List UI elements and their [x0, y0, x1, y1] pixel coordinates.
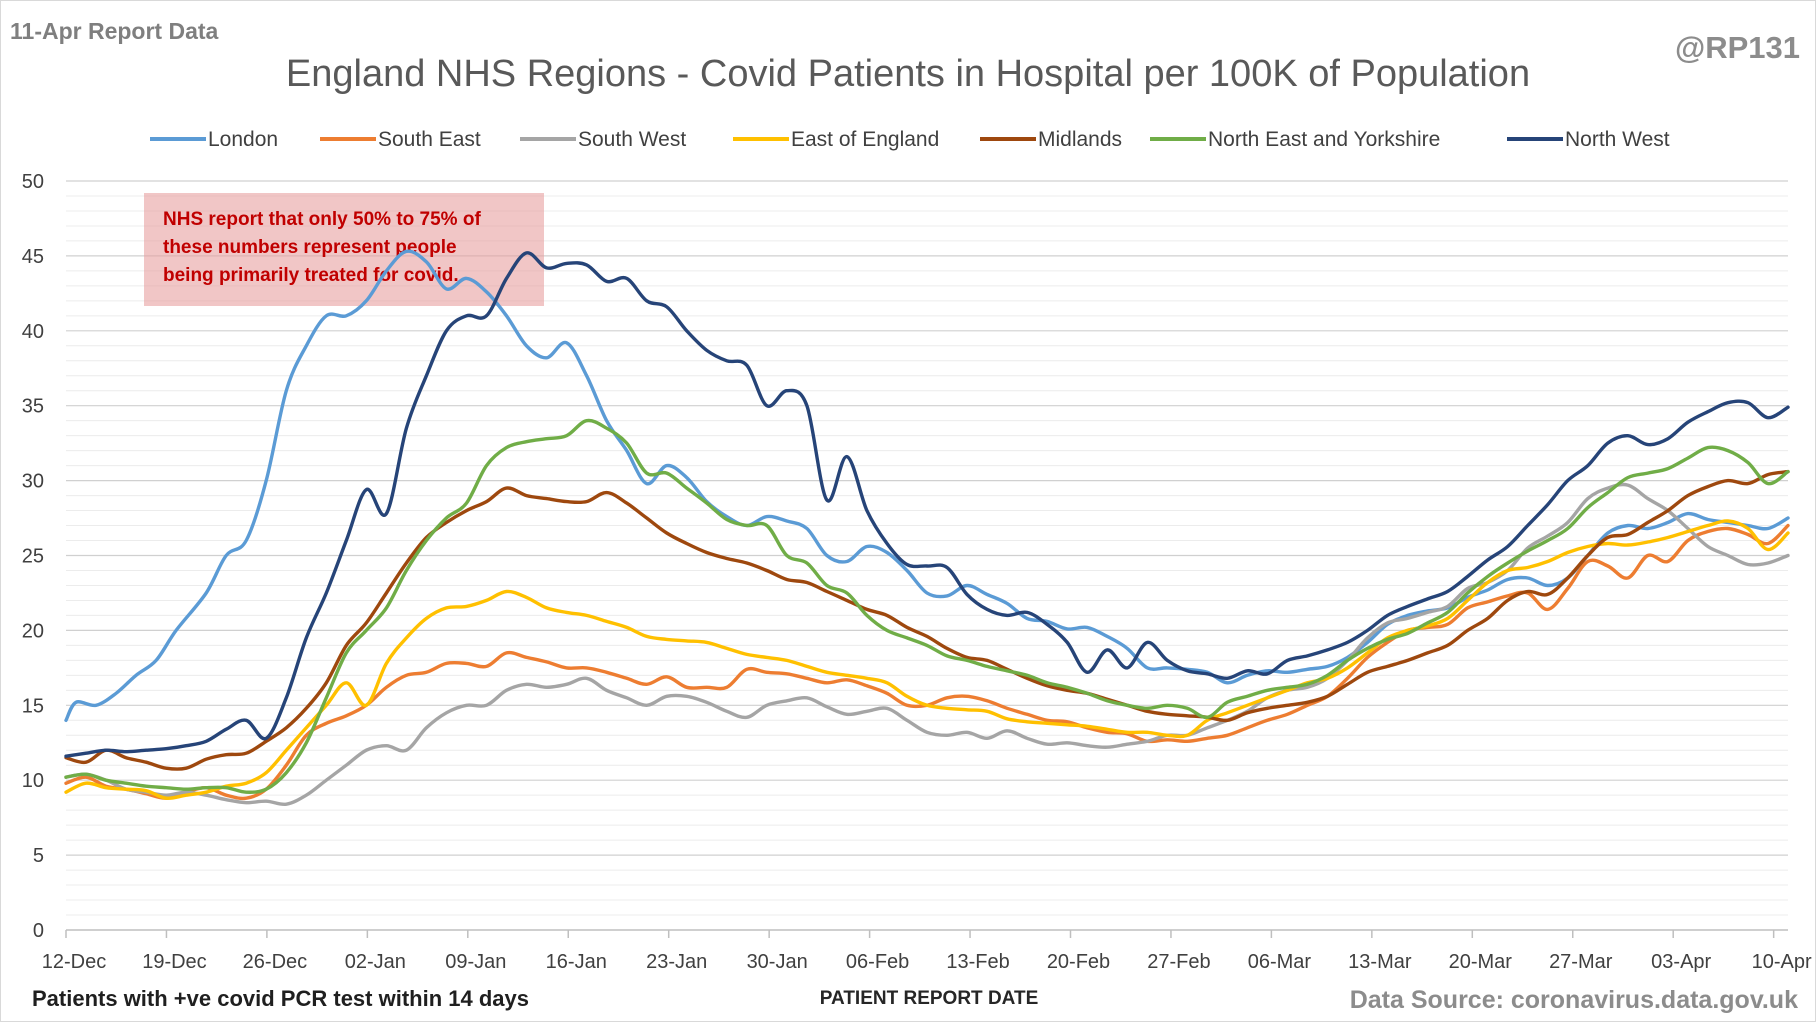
x-tick-label: 03-Apr: [1651, 951, 1711, 973]
y-tick-label: 25: [22, 546, 44, 568]
x-tick-label: 27-Feb: [1147, 951, 1210, 973]
author-handle: @RP131: [1674, 30, 1800, 65]
y-tick-label: 20: [22, 620, 44, 642]
x-axis-label: PATIENT REPORT DATE: [820, 988, 1039, 1009]
data-source: Data Source: coronavirus.data.gov.uk: [1349, 986, 1798, 1014]
axes: 0 5 10 15 20 25 30 35 40 45 50 12-Dec 19-Dec 26-Dec 02…: [22, 171, 1812, 973]
annotation-line-3: being primarily treated for covid.: [163, 265, 459, 286]
series-lines: [64, 249, 1790, 807]
legend-label-midlands: Midlands: [1038, 128, 1122, 151]
y-tick-label: 0: [33, 920, 44, 942]
x-tick-label: 06-Feb: [846, 951, 909, 973]
x-tick-label: 23-Jan: [646, 951, 707, 973]
x-tick-label: 12-Dec: [42, 951, 106, 973]
series-line-london: [64, 249, 1790, 722]
x-tick-label: 19-Dec: [142, 951, 206, 973]
annotation-line-2: these numbers represent people: [163, 237, 457, 258]
x-tick-label: 27-Mar: [1549, 951, 1613, 973]
x-tick-label: 20-Mar: [1449, 951, 1513, 973]
x-tick-label: 09-Jan: [445, 951, 506, 973]
x-tick-label: 16-Jan: [546, 951, 607, 973]
report-tag: 11-Apr Report Data: [10, 18, 219, 44]
y-tick-label: 30: [22, 471, 44, 493]
y-tick-label: 10: [22, 770, 44, 792]
legend-label-north-east-and-yorkshire: North East and Yorkshire: [1208, 128, 1440, 151]
legend-label-north-west: North West: [1565, 128, 1670, 151]
series-line-north-west: [64, 251, 1790, 758]
x-tick-label: 13-Feb: [946, 951, 1009, 973]
series-line-east-of-england: [64, 519, 1790, 801]
footnote-left: Patients with +ve covid PCR test within …: [32, 986, 529, 1011]
legend-label-east-of-england: East of England: [791, 128, 939, 151]
series-line-north-east-and-yorkshire: [64, 418, 1790, 794]
annotation-line-1: NHS report that only 50% to 75% of: [163, 209, 481, 230]
y-tick-label: 15: [22, 695, 44, 717]
legend-label-south-west: South West: [578, 128, 686, 151]
y-tick-label: 50: [22, 171, 44, 193]
x-tick-label: 26-Dec: [243, 951, 307, 973]
y-tick-label: 40: [22, 321, 44, 343]
series-line-midlands: [64, 469, 1790, 771]
x-tick-label: 20-Feb: [1047, 951, 1110, 973]
x-tick-label: 10-Apr: [1752, 951, 1812, 973]
legend: London South East South West East of Englan…: [150, 128, 1670, 151]
chart-title: England NHS Regions - Covid Patients in …: [286, 53, 1530, 95]
x-tick-label: 06-Mar: [1248, 951, 1312, 973]
x-tick-label: 13-Mar: [1348, 951, 1412, 973]
legend-label-south-east: South East: [378, 128, 481, 151]
annotation-box: NHS report that only 50% to 75% of these…: [144, 193, 544, 306]
annotation-background: [144, 193, 544, 306]
y-tick-label: 5: [33, 845, 44, 867]
y-tick-label: 45: [22, 246, 44, 268]
x-tick-label: 30-Jan: [747, 951, 808, 973]
y-tick-label: 35: [22, 396, 44, 418]
x-tick-label: 02-Jan: [345, 951, 406, 973]
legend-label-london: London: [208, 128, 278, 151]
